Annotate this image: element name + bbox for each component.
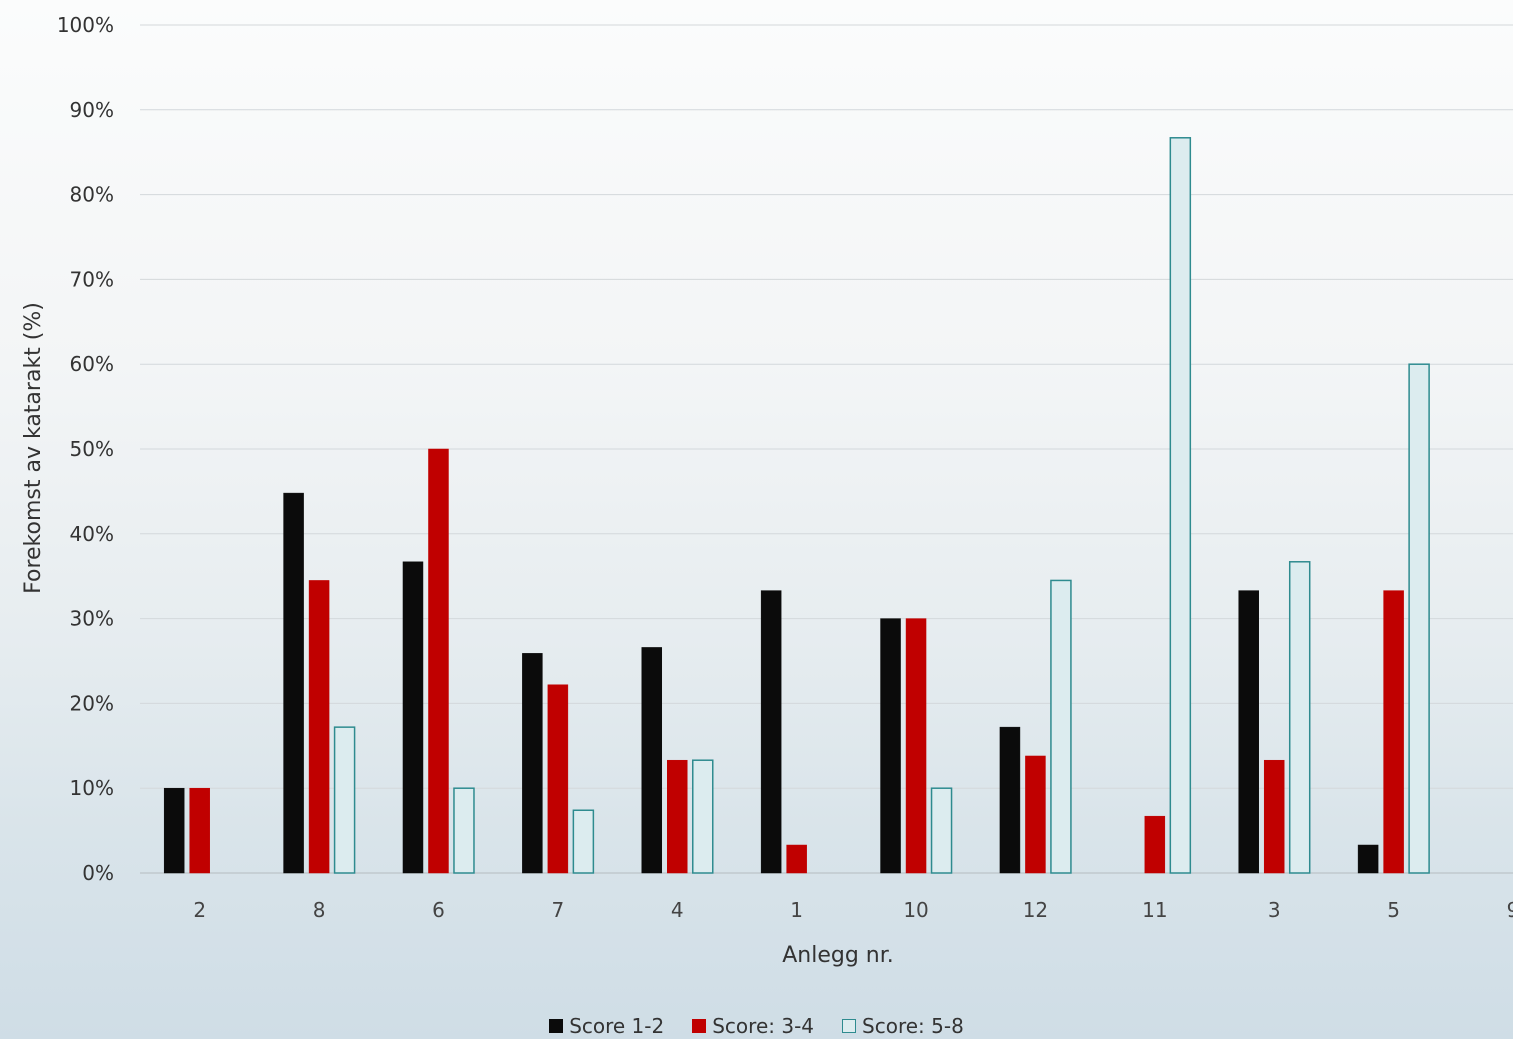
- bar-score-1-2-cat-5: [1357, 844, 1379, 874]
- bar-score-3-4-cat-2: [189, 787, 210, 874]
- bar-score-3-4-cat-5: [1383, 590, 1404, 874]
- x-tick-label: 11: [1142, 898, 1167, 922]
- legend-label: Score: 5-8: [862, 1014, 964, 1038]
- bar-score-3-4-cat-10: [905, 618, 927, 874]
- bars: [163, 137, 1430, 874]
- bar-score-5-8-cat-3: [1288, 561, 1311, 874]
- bar-score-3-4-cat-6: [428, 448, 449, 874]
- x-tick-label: 4: [671, 898, 684, 922]
- bar-score-5-8-cat-11: [1169, 137, 1192, 874]
- x-tick-label: 10: [903, 898, 928, 922]
- bar-score-5-8-cat-10: [930, 787, 953, 874]
- bar-score-3-4-cat-8: [308, 580, 330, 874]
- bar-score-1-2-cat-7: [522, 653, 543, 874]
- bar-score-1-2-cat-3: [1238, 590, 1259, 874]
- bar-score-1-2-cat-10: [880, 618, 901, 874]
- bar-score-5-8-cat-6: [453, 787, 475, 874]
- bar-score-1-2-cat-4: [641, 647, 663, 874]
- y-tick-label: 0%: [82, 861, 114, 885]
- bar-chart: 0% 10% 20% 30% 40% 50% 60% 70% 80% 90% 100% 2 8 6 7 4 1…: [21, 13, 1513, 968]
- y-tick-label: 50%: [70, 437, 114, 461]
- bar-score-3-4-cat-3: [1263, 759, 1285, 874]
- y-tick-label: 100%: [57, 13, 114, 37]
- y-tick-label: 10%: [70, 776, 114, 800]
- bar-score-5-8-cat-4: [692, 759, 714, 874]
- legend-label: Score: 3-4: [712, 1014, 815, 1038]
- y-tick-label: 70%: [70, 267, 114, 291]
- bar-score-3-4-cat-4: [667, 759, 688, 874]
- bar-score-1-2-cat-1: [760, 590, 782, 874]
- gridlines: [140, 24, 1513, 874]
- legend-item: Score 1-2: [549, 1014, 664, 1038]
- y-tick-label: 80%: [70, 183, 114, 207]
- bar-score-3-4-cat-7: [547, 684, 569, 874]
- x-axis-title: Anlegg nr.: [782, 943, 894, 968]
- bar-score-3-4-cat-11: [1144, 815, 1166, 874]
- y-tick-label: 90%: [70, 98, 114, 122]
- y-axis-title: Forekomst av katarakt (%): [21, 302, 46, 594]
- x-tick-label: 7: [552, 898, 565, 922]
- bar-score-5-8-cat-7: [572, 809, 595, 874]
- x-tick-label: 12: [1023, 898, 1048, 922]
- legend-swatch: [549, 1019, 564, 1033]
- x-tick-label: 3: [1268, 898, 1281, 922]
- y-axis-ticks: 0% 10% 20% 30% 40% 50% 60% 70% 80% 90% 100%: [57, 13, 114, 885]
- bar-score-1-2-cat-2: [163, 787, 185, 874]
- legend-label: Score 1-2: [569, 1014, 665, 1038]
- x-tick-label: 6: [432, 898, 445, 922]
- bar-score-5-8-cat-8: [333, 726, 356, 874]
- y-tick-label: 60%: [70, 352, 114, 376]
- bar-score-5-8-cat-5: [1408, 363, 1430, 874]
- y-tick-label: 30%: [70, 607, 114, 631]
- legend-item: Score: 3-4: [692, 1014, 814, 1038]
- bar-score-1-2-cat-12: [999, 726, 1021, 874]
- legend-swatch: [692, 1019, 707, 1033]
- x-tick-label: 9: [1507, 898, 1513, 922]
- bar-score-1-2-cat-8: [283, 492, 304, 874]
- x-tick-label: 5: [1387, 898, 1400, 922]
- x-tick-label: 1: [790, 898, 803, 922]
- bar-score-1-2-cat-6: [402, 561, 424, 874]
- legend-swatch: [842, 1019, 857, 1033]
- y-tick-label: 40%: [70, 522, 114, 546]
- bar-score-5-8-cat-12: [1050, 579, 1072, 874]
- legend-item: Score: 5-8: [842, 1014, 964, 1038]
- x-tick-label: 2: [193, 898, 206, 922]
- x-tick-label: 8: [313, 898, 326, 922]
- bar-score-3-4-cat-12: [1025, 755, 1046, 874]
- y-tick-label: 20%: [70, 691, 114, 715]
- x-axis-ticks: 2 8 6 7 4 1 10 12 11 3 5 9: [193, 898, 1513, 922]
- bar-score-3-4-cat-1: [786, 844, 807, 874]
- legend: Score 1-2 Score: 3-4 Score: 5-8: [0, 1013, 1513, 1039]
